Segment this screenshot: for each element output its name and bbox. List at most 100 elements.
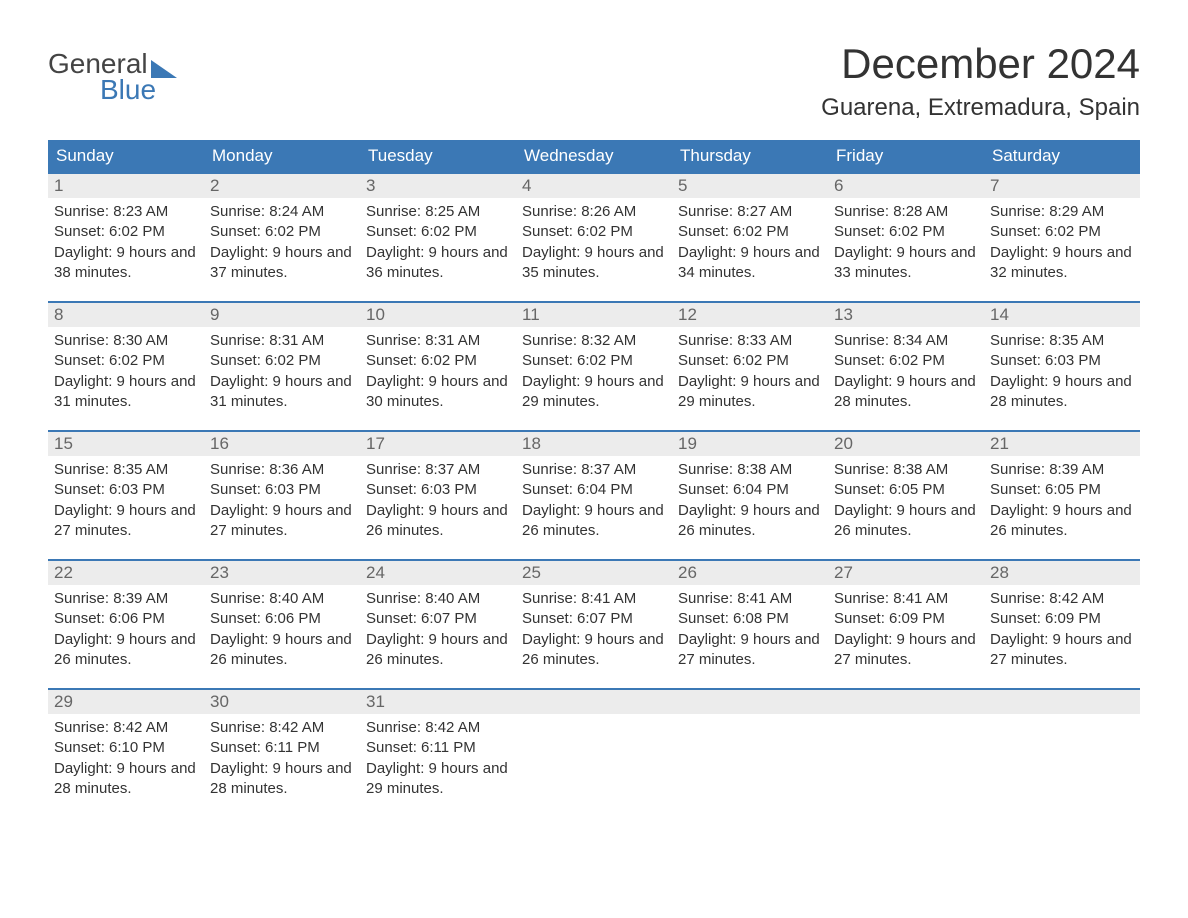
sunrise-line: Sunrise: 8:42 AM [990,589,1134,609]
day-number: 4 [516,172,672,198]
day-body: Sunrise: 8:39 AMSunset: 6:06 PMDaylight:… [48,585,204,670]
day-cell [672,688,828,799]
day-body: Sunrise: 8:37 AMSunset: 6:03 PMDaylight:… [360,456,516,541]
sunset-line: Sunset: 6:02 PM [210,351,354,371]
day-body: Sunrise: 8:24 AMSunset: 6:02 PMDaylight:… [204,198,360,283]
daylight-line: Daylight: 9 hours and 27 minutes. [54,501,198,542]
day-cell: 28Sunrise: 8:42 AMSunset: 6:09 PMDayligh… [984,559,1140,670]
sunset-line: Sunset: 6:09 PM [834,609,978,629]
week-row: 29Sunrise: 8:42 AMSunset: 6:10 PMDayligh… [48,688,1140,799]
day-number: 6 [828,172,984,198]
sunrise-line: Sunrise: 8:35 AM [54,460,198,480]
day-number: 26 [672,559,828,585]
sunrise-line: Sunrise: 8:41 AM [834,589,978,609]
sunset-line: Sunset: 6:08 PM [678,609,822,629]
daylight-line: Daylight: 9 hours and 35 minutes. [522,243,666,284]
day-cell: 21Sunrise: 8:39 AMSunset: 6:05 PMDayligh… [984,430,1140,541]
dow-cell: Wednesday [516,140,672,172]
daylight-line: Daylight: 9 hours and 33 minutes. [834,243,978,284]
day-cell: 5Sunrise: 8:27 AMSunset: 6:02 PMDaylight… [672,172,828,283]
day-body: Sunrise: 8:35 AMSunset: 6:03 PMDaylight:… [984,327,1140,412]
day-body: Sunrise: 8:32 AMSunset: 6:02 PMDaylight:… [516,327,672,412]
sunset-line: Sunset: 6:02 PM [522,222,666,242]
day-number: 13 [828,301,984,327]
day-number: 27 [828,559,984,585]
day-cell: 10Sunrise: 8:31 AMSunset: 6:02 PMDayligh… [360,301,516,412]
daylight-line: Daylight: 9 hours and 29 minutes. [366,759,510,800]
day-body: Sunrise: 8:42 AMSunset: 6:09 PMDaylight:… [984,585,1140,670]
daylight-line: Daylight: 9 hours and 29 minutes. [522,372,666,413]
sunrise-line: Sunrise: 8:29 AM [990,202,1134,222]
day-body: Sunrise: 8:33 AMSunset: 6:02 PMDaylight:… [672,327,828,412]
sunrise-line: Sunrise: 8:39 AM [990,460,1134,480]
calendar: SundayMondayTuesdayWednesdayThursdayFrid… [48,140,1140,799]
days-of-week-row: SundayMondayTuesdayWednesdayThursdayFrid… [48,140,1140,172]
sunset-line: Sunset: 6:06 PM [54,609,198,629]
week-row: 15Sunrise: 8:35 AMSunset: 6:03 PMDayligh… [48,430,1140,541]
sunrise-line: Sunrise: 8:28 AM [834,202,978,222]
sunset-line: Sunset: 6:02 PM [990,222,1134,242]
logo: General Blue [48,40,177,104]
day-cell: 12Sunrise: 8:33 AMSunset: 6:02 PMDayligh… [672,301,828,412]
day-body: Sunrise: 8:42 AMSunset: 6:10 PMDaylight:… [48,714,204,799]
day-cell: 3Sunrise: 8:25 AMSunset: 6:02 PMDaylight… [360,172,516,283]
sunrise-line: Sunrise: 8:42 AM [366,718,510,738]
day-cell [984,688,1140,799]
day-cell: 9 Sunrise: 8:31 AMSunset: 6:02 PMDaylight… [204,301,360,412]
day-number [984,688,1140,714]
day-body: Sunrise: 8:30 AMSunset: 6:02 PMDaylight:… [48,327,204,412]
day-number [516,688,672,714]
day-number: 9 [204,301,360,327]
daylight-line: Daylight: 9 hours and 32 minutes. [990,243,1134,284]
day-body: Sunrise: 8:35 AMSunset: 6:03 PMDaylight:… [48,456,204,541]
sunset-line: Sunset: 6:03 PM [210,480,354,500]
sunrise-line: Sunrise: 8:36 AM [210,460,354,480]
header: General Blue December 2024 Guarena, Extr… [48,40,1140,122]
sunrise-line: Sunrise: 8:25 AM [366,202,510,222]
dow-cell: Monday [204,140,360,172]
daylight-line: Daylight: 9 hours and 30 minutes. [366,372,510,413]
sunset-line: Sunset: 6:03 PM [366,480,510,500]
sunrise-line: Sunrise: 8:31 AM [210,331,354,351]
sunset-line: Sunset: 6:02 PM [678,222,822,242]
sunrise-line: Sunrise: 8:24 AM [210,202,354,222]
sunrise-line: Sunrise: 8:41 AM [678,589,822,609]
daylight-line: Daylight: 9 hours and 29 minutes. [678,372,822,413]
day-number: 24 [360,559,516,585]
daylight-line: Daylight: 9 hours and 31 minutes. [210,372,354,413]
daylight-line: Daylight: 9 hours and 26 minutes. [522,501,666,542]
day-cell [828,688,984,799]
day-body: Sunrise: 8:41 AMSunset: 6:07 PMDaylight:… [516,585,672,670]
day-cell: 11Sunrise: 8:32 AMSunset: 6:02 PMDayligh… [516,301,672,412]
daylight-line: Daylight: 9 hours and 26 minutes. [366,501,510,542]
day-body: Sunrise: 8:42 AMSunset: 6:11 PMDaylight:… [204,714,360,799]
day-cell: 20Sunrise: 8:38 AMSunset: 6:05 PMDayligh… [828,430,984,541]
day-cell: 1Sunrise: 8:23 AMSunset: 6:02 PMDaylight… [48,172,204,283]
day-number [828,688,984,714]
sunset-line: Sunset: 6:03 PM [54,480,198,500]
sunrise-line: Sunrise: 8:31 AM [366,331,510,351]
day-body: Sunrise: 8:29 AMSunset: 6:02 PMDaylight:… [984,198,1140,283]
day-cell: 22Sunrise: 8:39 AMSunset: 6:06 PMDayligh… [48,559,204,670]
day-number: 7 [984,172,1140,198]
sunrise-line: Sunrise: 8:35 AM [990,331,1134,351]
day-cell: 24Sunrise: 8:40 AMSunset: 6:07 PMDayligh… [360,559,516,670]
daylight-line: Daylight: 9 hours and 26 minutes. [678,501,822,542]
daylight-line: Daylight: 9 hours and 27 minutes. [990,630,1134,671]
sunrise-line: Sunrise: 8:40 AM [366,589,510,609]
day-number: 3 [360,172,516,198]
day-number: 1 [48,172,204,198]
day-body: Sunrise: 8:40 AMSunset: 6:07 PMDaylight:… [360,585,516,670]
daylight-line: Daylight: 9 hours and 28 minutes. [54,759,198,800]
sunset-line: Sunset: 6:02 PM [834,222,978,242]
day-number: 10 [360,301,516,327]
dow-cell: Saturday [984,140,1140,172]
daylight-line: Daylight: 9 hours and 26 minutes. [210,630,354,671]
daylight-line: Daylight: 9 hours and 28 minutes. [834,372,978,413]
daylight-line: Daylight: 9 hours and 26 minutes. [522,630,666,671]
day-cell: 31Sunrise: 8:42 AMSunset: 6:11 PMDayligh… [360,688,516,799]
daylight-line: Daylight: 9 hours and 26 minutes. [834,501,978,542]
day-number: 11 [516,301,672,327]
daylight-line: Daylight: 9 hours and 36 minutes. [366,243,510,284]
flag-icon [151,60,177,78]
